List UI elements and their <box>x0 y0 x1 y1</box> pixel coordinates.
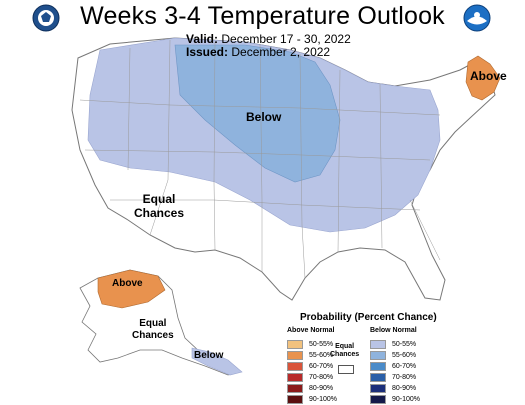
valid-dates: December 17 - 30, 2022 <box>221 32 351 46</box>
below-legend-row: 55-60% <box>370 351 416 360</box>
issued-label: Issued: <box>186 45 229 59</box>
label-below-alaska: Below <box>194 350 224 361</box>
below-legend-label: 90-100% <box>392 396 421 403</box>
below-legend-swatch <box>370 351 386 360</box>
legend-equal-chances-swatch <box>338 365 354 374</box>
below-legend-row: 60-70% <box>370 362 416 371</box>
noaa-logo-icon <box>463 4 491 32</box>
valid-dates-line: Valid: December 17 - 30, 2022 <box>186 32 351 46</box>
below-legend-swatch <box>370 362 386 371</box>
below-legend-label: 55-60% <box>392 352 417 359</box>
above-legend-swatch <box>287 340 303 349</box>
label-equal-west-line1: Equal <box>142 192 176 206</box>
valid-label: Valid: <box>186 32 219 46</box>
label-above-maine: Above <box>470 69 507 83</box>
above-legend-label: 90-100% <box>309 396 338 403</box>
below-alaska-region <box>191 347 243 376</box>
above-legend-swatch <box>287 351 303 360</box>
below-legend-label: 80-90% <box>392 385 417 392</box>
label-equal-alaska-line1: Equal <box>139 318 167 329</box>
label-equal-west: Equal Chances <box>134 192 184 220</box>
legend-equal-chances-label: Equal Chances <box>330 343 359 359</box>
below-legend-row: 70-80% <box>370 373 416 382</box>
below-legend-row: 50-55% <box>370 340 416 349</box>
label-equal-alaska: Equal Chances <box>132 318 174 342</box>
above-legend-swatch <box>287 384 303 393</box>
state-lines <box>79 39 441 279</box>
below-legend-label: 70-80% <box>392 374 417 381</box>
above-maine-region <box>465 55 501 101</box>
above-legend-label: 55-60% <box>309 352 334 359</box>
below-legend-row: 90-100% <box>370 395 420 404</box>
below-legend-label: 50-55% <box>392 341 417 348</box>
label-above-alaska: Above <box>112 278 143 289</box>
above-legend-row: 90-100% <box>287 395 337 404</box>
above-legend-row: 55-60% <box>287 351 333 360</box>
issued-date-line: Issued: December 2, 2022 <box>186 45 330 59</box>
below-mid-region <box>174 44 341 183</box>
above-legend-label: 50-55% <box>309 341 334 348</box>
above-legend-row: 70-80% <box>287 373 333 382</box>
below-legend-swatch <box>370 384 386 393</box>
above-legend-swatch <box>287 395 303 404</box>
above-legend-label: 70-80% <box>309 374 334 381</box>
above-alaska-region <box>97 269 166 309</box>
legend-below-header: Below Normal <box>370 327 417 334</box>
label-below-conus: Below <box>246 110 282 124</box>
legend-above-header: Above Normal <box>287 327 335 334</box>
above-legend-swatch <box>287 373 303 382</box>
label-equal-alaska-line2: Chances <box>132 330 174 341</box>
legend-title: Probability (Percent Chance) <box>300 312 437 323</box>
commerce-seal-icon <box>32 4 60 32</box>
below-legend-label: 60-70% <box>392 363 417 370</box>
below-legend-swatch <box>370 395 386 404</box>
above-legend-label: 80-90% <box>309 385 334 392</box>
issued-date: December 2, 2022 <box>231 45 331 59</box>
legend-equal-line2: Chances <box>330 351 360 358</box>
below-legend-swatch <box>370 373 386 382</box>
above-legend-row: 50-55% <box>287 340 333 349</box>
legend-equal-line1: Equal <box>335 343 355 350</box>
above-legend-row: 60-70% <box>287 362 333 371</box>
above-legend-row: 80-90% <box>287 384 333 393</box>
above-legend-label: 60-70% <box>309 363 334 370</box>
above-legend-swatch <box>287 362 303 371</box>
map-title: Weeks 3-4 Temperature Outlook <box>80 2 445 30</box>
below-legend-swatch <box>370 340 386 349</box>
below-legend-row: 80-90% <box>370 384 416 393</box>
label-equal-west-line2: Chances <box>134 206 185 220</box>
